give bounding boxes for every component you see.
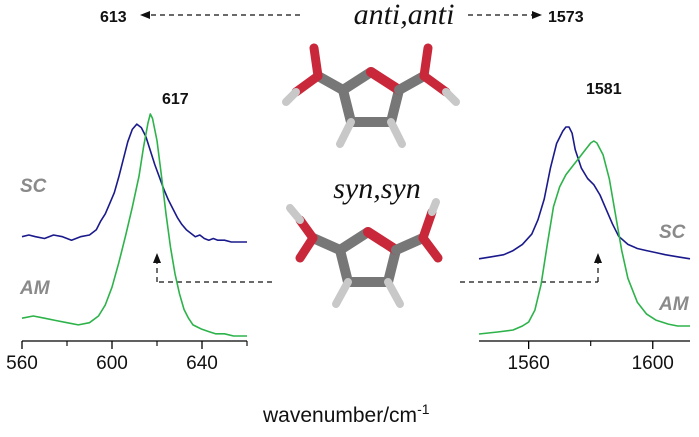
tick-label-640: 640 xyxy=(186,353,218,374)
series-line-left-am xyxy=(21,113,247,337)
tick-label-1600: 1600 xyxy=(632,353,674,374)
dashed-arrow-to-617 xyxy=(153,253,272,283)
conformer-label-syn: syn,syn xyxy=(333,172,420,205)
axis-ticks: 560 600 640 1560 1600 xyxy=(6,341,674,374)
peak-label-1581: 1581 xyxy=(586,81,622,98)
dashed-arrow-to-1581 xyxy=(460,253,602,283)
series-label-left-am: AM xyxy=(19,278,51,299)
syn-syn-molecule-icon xyxy=(286,198,443,308)
peak-label-613: 613 xyxy=(100,9,127,26)
series-line-right-am xyxy=(478,140,690,335)
dashed-arrow-to-1573 xyxy=(468,11,542,19)
series-line-right-sc xyxy=(478,126,691,260)
spectra-curves xyxy=(21,113,691,337)
peak-label-1573: 1573 xyxy=(548,9,584,26)
tick-label-560: 560 xyxy=(6,353,38,374)
anti-anti-molecule-icon xyxy=(282,43,460,148)
series-line-left-sc xyxy=(21,123,247,243)
conformer-label-anti: anti,anti xyxy=(354,0,455,31)
series-label-left-sc: SC xyxy=(20,176,47,197)
dashed-arrow-to-613 xyxy=(140,11,300,19)
tick-label-600: 600 xyxy=(96,353,128,374)
peak-label-617: 617 xyxy=(162,91,189,108)
series-label-right-sc: SC xyxy=(659,222,686,243)
series-label-right-am: AM xyxy=(658,294,690,315)
tick-label-1560: 1560 xyxy=(508,353,550,374)
x-axis-label: wavenumber/cm-1 xyxy=(262,401,430,427)
